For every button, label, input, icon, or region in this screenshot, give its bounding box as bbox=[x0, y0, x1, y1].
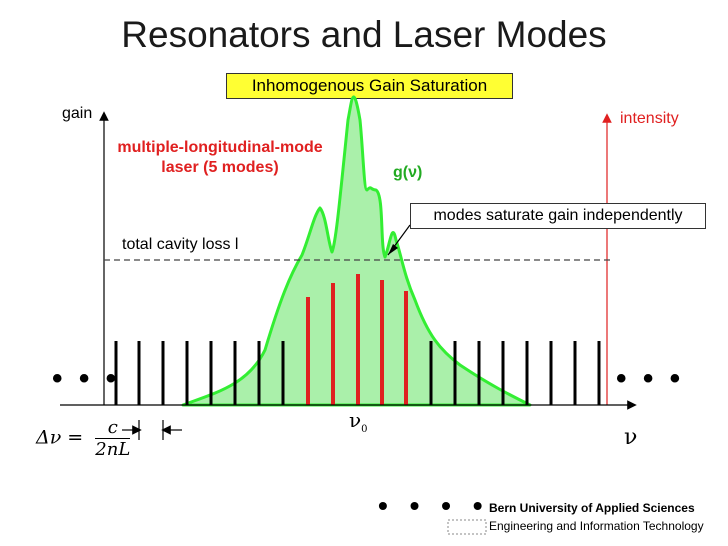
gain-curve-label: g(ν) bbox=[393, 164, 423, 181]
callout-arrowhead bbox=[388, 244, 398, 255]
footer-department: Engineering and Information Technology bbox=[489, 519, 704, 533]
formula-numerator: c bbox=[95, 417, 131, 439]
callout-box: modes saturate gain independently bbox=[410, 203, 706, 229]
formula-fraction: c 2nL bbox=[95, 417, 131, 460]
frequency-axis-label: ν bbox=[624, 425, 638, 450]
footer-institution: Bern University of Applied Sciences bbox=[489, 501, 695, 515]
page-title: Resonators and Laser Modes bbox=[121, 14, 607, 55]
center-frequency-subscript: 0 bbox=[361, 424, 368, 435]
intensity-axis-label: intensity bbox=[620, 110, 679, 127]
ellipsis-left: • • • bbox=[52, 362, 121, 395]
cavity-loss-label: total cavity loss l bbox=[122, 236, 239, 253]
formula-denominator: 2nL bbox=[95, 439, 131, 460]
center-frequency-label: ν0 bbox=[349, 408, 368, 435]
footer-dots: • • • • bbox=[378, 490, 490, 521]
gain-axis-label: gain bbox=[62, 105, 93, 122]
center-frequency-symbol: ν bbox=[349, 408, 362, 432]
ellipsis-right: • • • bbox=[616, 362, 685, 395]
mode-spacing-formula: Δν = c 2nL bbox=[36, 417, 131, 460]
subtitle-box: Inhomogenous Gain Saturation bbox=[226, 73, 513, 99]
lasing-modes bbox=[306, 274, 408, 405]
cavity-modes bbox=[114, 341, 601, 405]
laser-mode-label: multiple-longitudinal-mode laser (5 mode… bbox=[117, 139, 323, 176]
formula-lhs: Δν = bbox=[36, 426, 84, 449]
gain-curve bbox=[181, 95, 532, 407]
footer-logo-outline bbox=[447, 519, 487, 535]
